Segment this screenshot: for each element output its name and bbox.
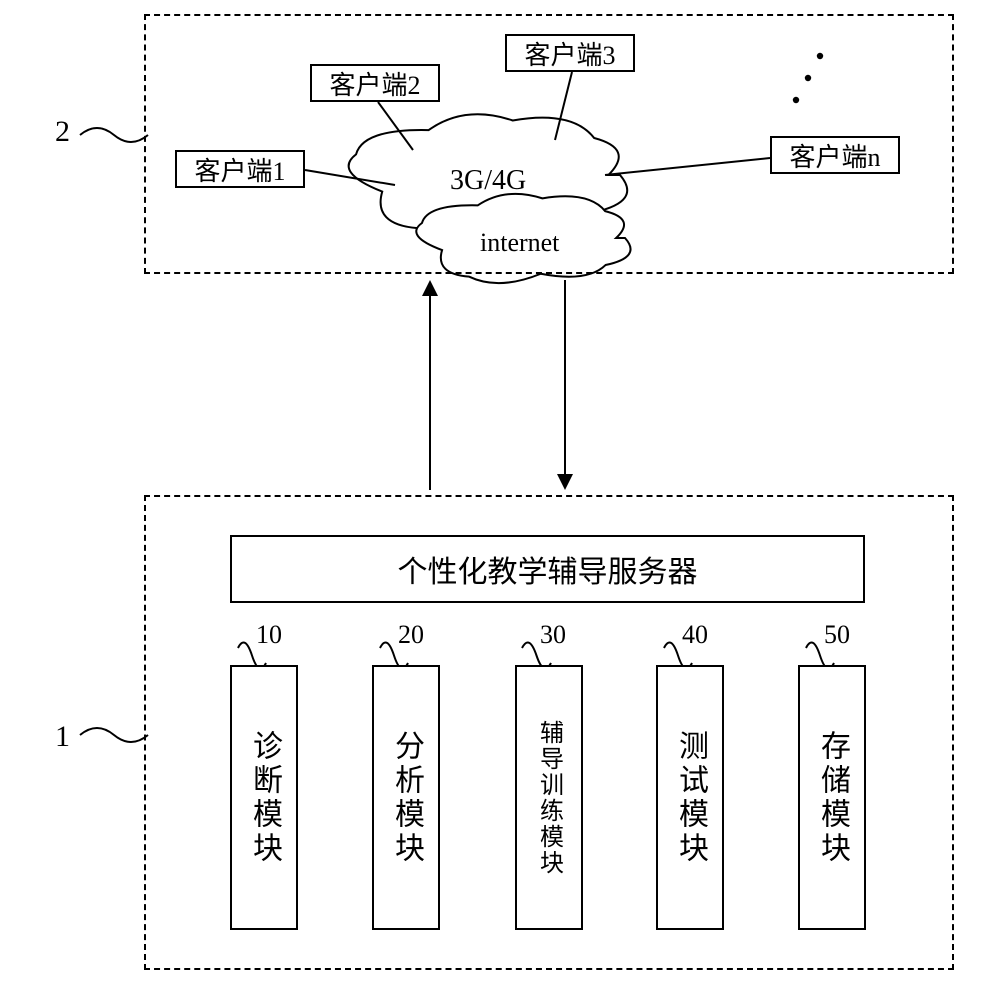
module-number-30: 30 — [540, 620, 566, 650]
client-label: 客户端2 — [329, 65, 420, 102]
cloud-3g4g-label: 3G/4G — [450, 165, 526, 197]
client-box-1: 客户端1 — [175, 150, 305, 188]
module-box-30: 辅导训练模块 — [515, 665, 583, 930]
client-label: 客户端3 — [524, 35, 615, 72]
module-box-20: 分析模块 — [372, 665, 440, 930]
module-number-40: 40 — [682, 620, 708, 650]
module-number-10: 10 — [256, 620, 282, 650]
module-label: 诊断模块 — [242, 730, 286, 866]
module-box-50: 存储模块 — [798, 665, 866, 930]
reference-label-1: 1 — [55, 720, 70, 754]
reference-label-2: 2 — [55, 115, 70, 149]
module-number-20: 20 — [398, 620, 424, 650]
module-box-40: 测试模块 — [656, 665, 724, 930]
module-label: 测试模块 — [668, 730, 712, 866]
client-box-4: 客户端n — [770, 136, 900, 174]
client-box-2: 客户端2 — [310, 64, 440, 102]
module-number-50: 50 — [824, 620, 850, 650]
cloud-internet-label: internet — [480, 228, 559, 258]
client-box-3: 客户端3 — [505, 34, 635, 72]
module-label: 辅导训练模块 — [532, 720, 567, 876]
module-box-10: 诊断模块 — [230, 665, 298, 930]
client-label: 客户端n — [789, 137, 880, 174]
module-label: 存储模块 — [810, 730, 854, 866]
client-label: 客户端1 — [194, 151, 285, 188]
server-title-box: 个性化教学辅导服务器 — [230, 535, 865, 603]
server-title-text: 个性化教学辅导服务器 — [398, 547, 698, 591]
module-label: 分析模块 — [384, 730, 428, 866]
diagram-canvas: 2 客户端1 客户端2 客户端3 客户端n 3G/4G internet 1 个性化教… — [0, 0, 991, 1000]
